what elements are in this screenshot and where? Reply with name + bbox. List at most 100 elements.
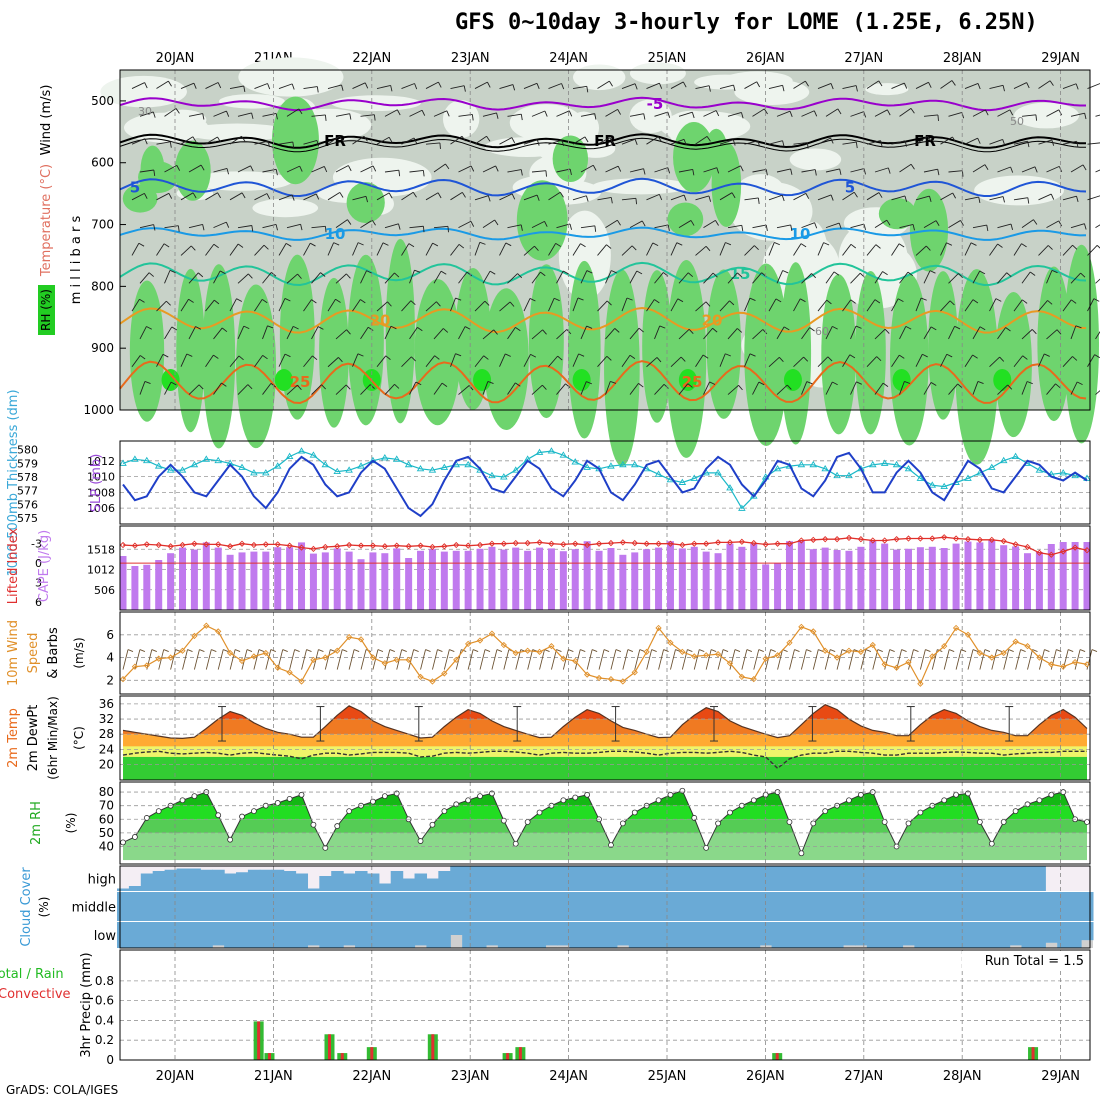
rh-point [667,791,674,798]
li-point [1024,543,1031,551]
wind-barb [572,85,587,89]
wind-barb-flag [594,225,597,232]
wind-barb [156,141,171,145]
thickness-axis-label: 1000-500mb Thickness (dm) [6,389,21,576]
thickness-point [143,456,151,464]
wind-barb-flag [339,135,344,142]
wind-barb [727,165,741,173]
wind-barb-flag [369,384,375,390]
wind-barb-flag [756,81,761,88]
rh-tick-label: 50 [99,826,114,840]
wind-barb-flag [298,108,303,115]
rh-point [750,797,757,804]
wind-barb [286,165,300,173]
rh-point [1036,797,1043,804]
bottom-day-label: 20JAN [156,1069,195,1084]
li-point [322,543,329,551]
wind-barb [793,298,801,312]
wind-barb [507,327,516,340]
wind10m-barb-flag [603,649,610,652]
wind-barb [597,137,611,145]
cloud-high-bar [676,866,689,891]
wind-barb-flag [484,300,490,306]
cape-bar [976,542,984,610]
wind-barb-flag [578,353,585,357]
rh-axis-label: RH (%) [39,289,53,331]
wind-barb [825,271,835,284]
wind-barb [923,220,937,229]
wind-barb [605,270,612,284]
rh-point [857,791,864,798]
wind-barb-flag [317,326,324,330]
rh-moist-column [483,288,529,431]
wind-barb-flag [437,192,442,199]
wind-barb [776,168,791,173]
wind-barb-flag [977,83,981,90]
cape-bar [1000,545,1008,610]
wind-barb [556,329,568,340]
wind-barb [972,164,986,173]
rh-saturated-patch [274,369,293,391]
wind-barb [670,81,684,89]
wind-barb-flag [643,113,646,120]
wind-speed-point [548,643,555,650]
wind-barb-flag [422,170,425,177]
wind-barb-flag [316,140,320,147]
cloud-low-clear [676,922,689,948]
wind10m-barb-flag [556,649,562,652]
wind-speed-point [584,671,591,678]
li-point [381,543,388,550]
isotherm-label: 25 [290,373,311,391]
wind10m-barb [324,649,331,670]
wind-barb-flag [434,355,440,360]
cloud-high-bar [390,871,404,891]
cloud-middle-bar [878,892,892,921]
cloud-high-bar [200,869,213,891]
wind-speed-line [122,624,1088,686]
wind10m-barb-flag [282,649,288,652]
cloud-low-clear [200,922,213,948]
cloud-low-bar [1081,940,1093,948]
wind10m-barb [527,649,534,670]
thickness-point [940,482,948,490]
wind10m-barb-flag [413,649,419,652]
wind-speed-point [952,624,960,632]
wind10m-barb [205,649,212,670]
wind-barb [621,297,628,312]
cloud-low-clear [747,922,761,948]
rh-point [560,797,567,804]
wind-barb [376,301,388,312]
cloud-middle-bar [188,892,201,921]
wind10m-barb-flag [615,649,622,652]
wind-speed-point [524,647,531,654]
wind-barb-flag [659,83,663,89]
wind10m-barb-flag [818,649,824,652]
thickness-point [321,460,330,468]
wind-speed-point [893,664,900,671]
wind-barb-flag [972,299,979,304]
wind10m-barb [193,649,200,670]
wind-barb-flag [880,140,883,147]
li-point [679,541,686,549]
wind-barb [703,219,716,229]
wind-barb-flag [192,136,197,143]
cloud-low-bar [1009,945,1022,948]
wind-barb-flag [520,169,523,176]
wind-barb [376,192,390,201]
wind-barb [972,326,981,340]
isotherm-label: 5 [845,178,855,196]
wind-speed-point [1024,643,1031,650]
thickness-point [868,460,877,468]
cape-bar [286,547,294,610]
cloud-low-clear [426,922,439,948]
cloud-high-bar [366,873,380,891]
wind-barb-flag [176,165,181,171]
cloud-high-bar [164,869,178,891]
wind-barb-flag [733,84,736,92]
wind-barb [915,297,922,312]
wind-barb-flag [441,382,448,387]
wind-barb-flag [1072,244,1078,250]
wind-barb [1013,299,1023,312]
wind10m-barb-flag [675,649,681,652]
cloud-low-clear [533,922,547,948]
